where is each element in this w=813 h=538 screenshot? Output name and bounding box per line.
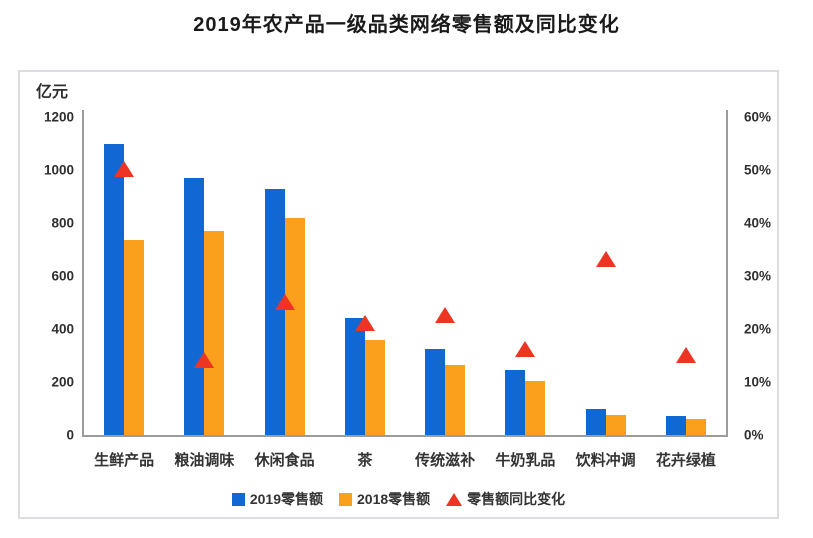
right-axis-tick: 10% (744, 374, 772, 390)
growth-triangle-2 (194, 351, 215, 368)
bar-2019-5 (425, 348, 446, 435)
category-label-6: 牛奶乳品 (495, 452, 556, 469)
growth-triangle-1 (114, 161, 135, 177)
bar-2019-3 (264, 188, 285, 435)
bar-2018-8 (685, 419, 706, 435)
bar-2018-2 (204, 230, 225, 435)
right-axis-line (726, 110, 728, 435)
x-axis-line (82, 435, 728, 437)
left-axis-tick: 0 (66, 427, 74, 443)
growth-triangle-8 (675, 346, 696, 363)
left-axis-tick: 400 (51, 321, 74, 337)
bar-2019-4 (344, 318, 365, 435)
category-label-7: 饮料冲调 (575, 452, 636, 469)
legend-swatch-2019-icon (231, 492, 245, 506)
right-axis-tick: 40% (744, 215, 772, 231)
category-label-4: 茶 (357, 452, 373, 469)
left-axis-line (82, 110, 84, 435)
legend-item-growth: 零售额同比变化 (446, 489, 565, 509)
chart-title: 2019年农产品一级品类网络零售额及同比变化 (193, 14, 620, 36)
left-axis-unit-label: 亿元 (36, 84, 69, 101)
bar-2018-3 (284, 217, 305, 435)
category-label-8: 花卉绿植 (655, 452, 716, 469)
legend-label-2019: 2019零售额 (249, 491, 323, 507)
legend-triangle-icon (446, 492, 463, 506)
legend-label-growth: 零售额同比变化 (467, 491, 566, 507)
bar-2019-8 (665, 416, 686, 435)
right-axis-tick: 50% (744, 162, 772, 178)
bar-2018-1 (124, 240, 145, 435)
left-axis-tick: 200 (51, 374, 74, 390)
legend-label-2018: 2018零售额 (357, 491, 431, 507)
bar-2018-7 (605, 415, 626, 435)
left-axis-tick: 600 (51, 268, 74, 284)
bar-2019-6 (505, 370, 526, 435)
category-label-2: 粮油调味 (174, 452, 235, 469)
chart-panel: 亿元 2019零售额 2018零售额 零售额同比变化 0 200 400 600 800… (18, 70, 779, 519)
right-axis-tick: 30% (744, 268, 772, 284)
category-label-3: 休闲食品 (254, 452, 315, 469)
growth-triangle-6 (515, 341, 536, 358)
right-axis-tick: 60% (744, 109, 772, 125)
growth-triangle-7 (595, 251, 616, 268)
left-axis-tick: 800 (51, 215, 74, 231)
legend-item-2019: 2019零售额 (231, 489, 323, 509)
bar-2019-7 (585, 408, 606, 435)
bar-2018-6 (525, 380, 546, 435)
bar-2019-2 (184, 177, 205, 435)
bar-2018-5 (445, 364, 466, 435)
bar-2018-4 (364, 339, 385, 435)
growth-triangle-3 (274, 293, 295, 310)
growth-triangle-5 (435, 306, 456, 323)
left-axis-tick: 1200 (43, 109, 74, 125)
legend-swatch-2018-icon (339, 492, 352, 506)
growth-triangle-4 (354, 314, 375, 331)
legend: 2019零售额 2018零售额 零售额同比变化 (20, 489, 777, 509)
category-label-1: 生鲜产品 (94, 452, 155, 469)
legend-item-2018: 2018零售额 (339, 489, 430, 509)
category-label-5: 传统滋补 (415, 452, 476, 469)
right-axis-tick: 0% (744, 427, 764, 443)
bar-2019-1 (104, 143, 125, 435)
right-axis-tick: 20% (744, 321, 772, 337)
left-axis-tick: 1000 (43, 162, 74, 178)
